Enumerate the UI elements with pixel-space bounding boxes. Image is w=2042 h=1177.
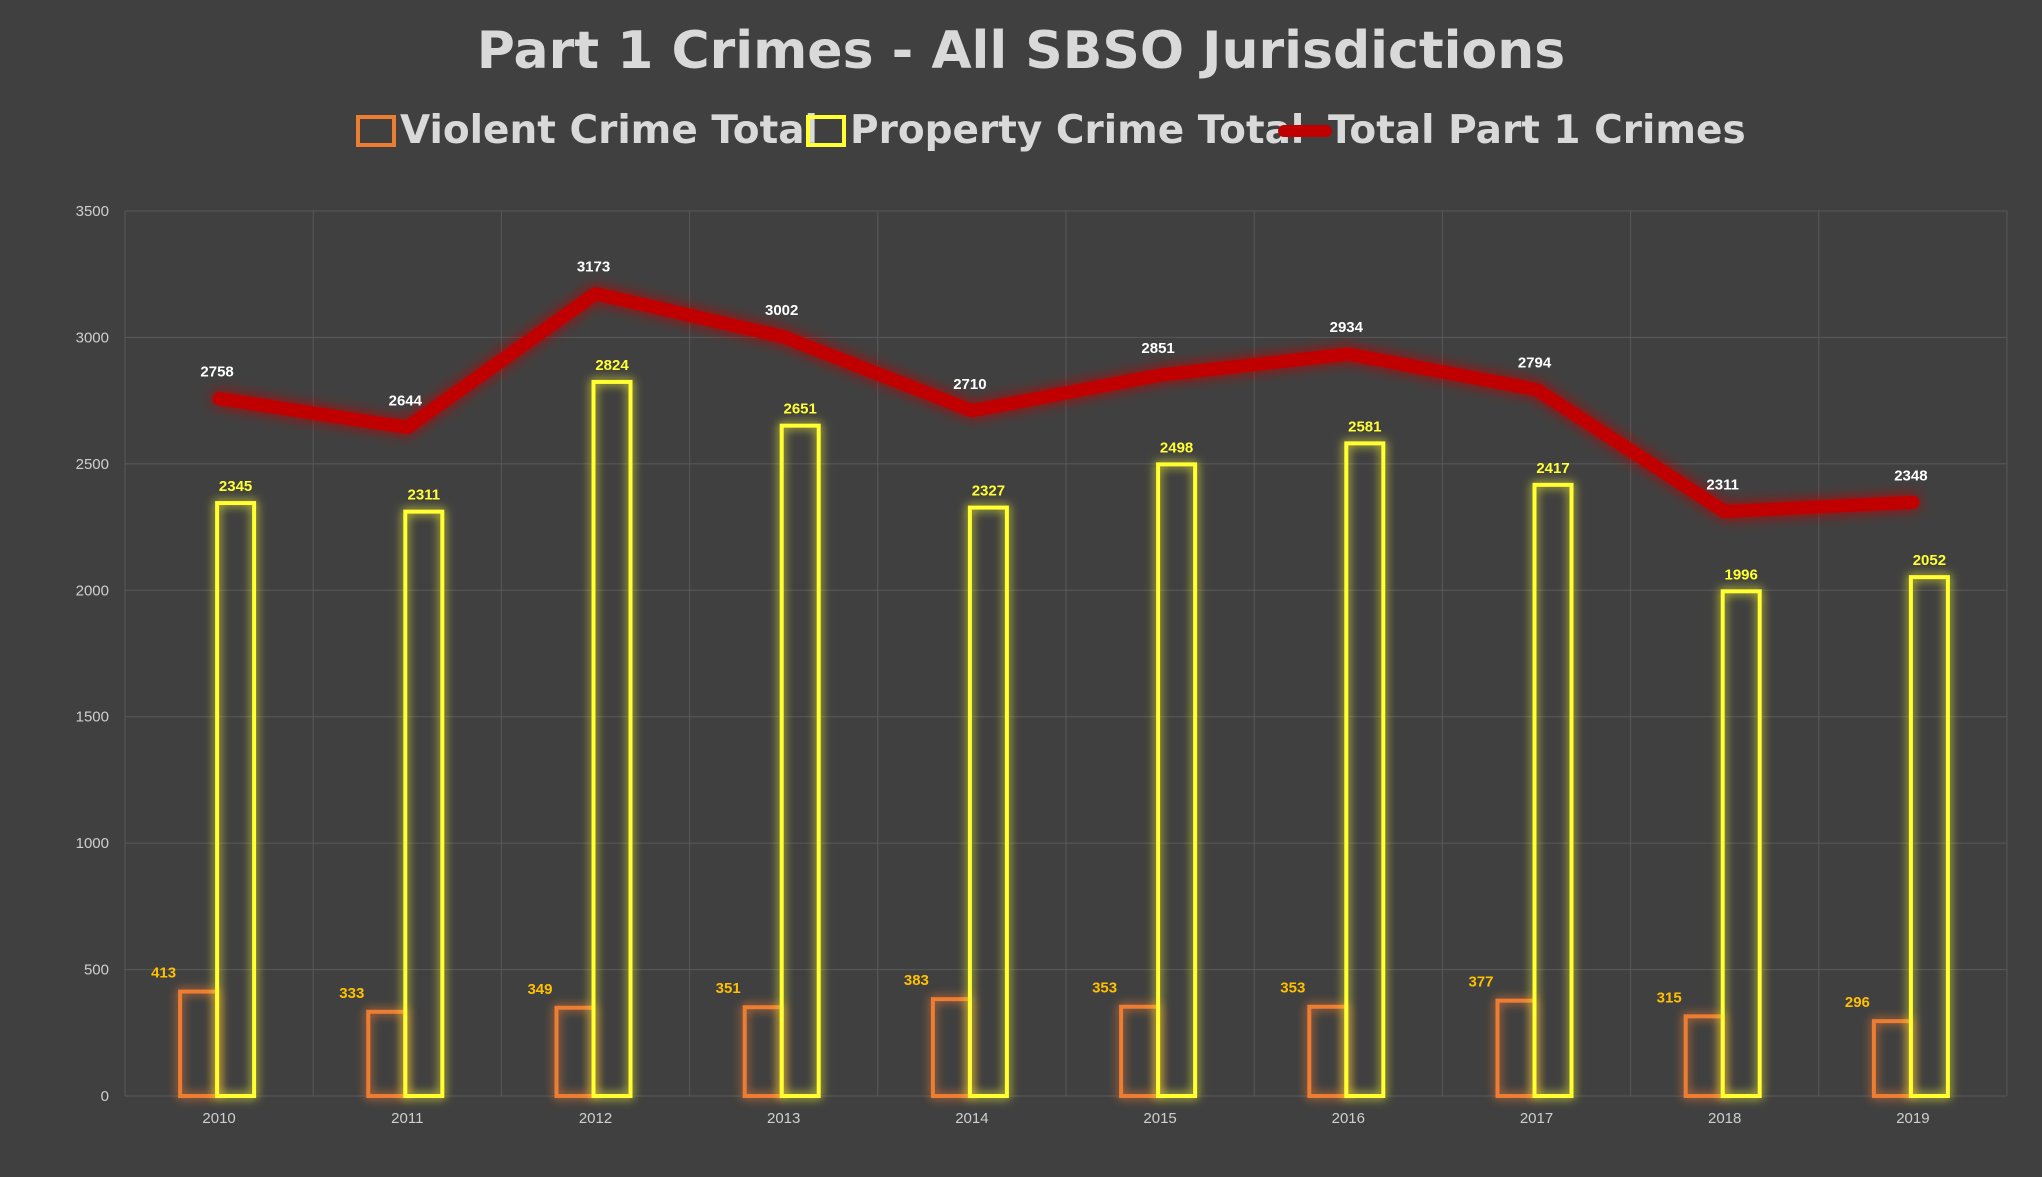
x-tick-label: 2011 [391, 1110, 423, 1127]
data-label-violent: 377 [1468, 974, 1493, 991]
legend-item-property: Property Crime Total [806, 108, 1304, 153]
bar-violent [930, 997, 972, 1098]
data-label-total: 3173 [577, 259, 610, 276]
data-label-property: 2311 [408, 487, 441, 504]
data-label-total: 2644 [389, 392, 423, 409]
bar-property [403, 509, 445, 1098]
bar-property [1720, 589, 1762, 1098]
x-tick-label: 2017 [1520, 1110, 1553, 1127]
y-tick-label: 500 [84, 962, 109, 979]
data-label-violent: 315 [1657, 989, 1682, 1006]
bar-property [591, 379, 633, 1098]
data-label-property: 1996 [1725, 566, 1758, 583]
bar-violent [1871, 1019, 1913, 1099]
data-label-violent: 349 [527, 981, 552, 998]
x-tick-label: 2016 [1332, 1110, 1365, 1127]
y-tick-label: 0 [101, 1088, 109, 1105]
bar-property [215, 501, 257, 1098]
x-tick-label: 2018 [1708, 1110, 1741, 1127]
y-tick-label: 2000 [76, 582, 109, 599]
x-tick-label: 2013 [767, 1110, 800, 1127]
bar-violent [742, 1005, 784, 1098]
data-label-property: 2417 [1536, 460, 1569, 477]
data-label-total: 2851 [1141, 340, 1174, 357]
data-label-property: 2651 [784, 401, 817, 418]
legend-item-total: Total Part 1 Crimes [1278, 108, 1746, 153]
data-label-total: 3002 [765, 302, 798, 319]
data-label-violent: 333 [339, 985, 364, 1002]
bar-violent [178, 989, 220, 1099]
legend-swatch-violent [356, 115, 396, 147]
x-tick-label: 2015 [1143, 1110, 1176, 1127]
data-label-violent: 413 [151, 965, 176, 982]
data-label-violent: 353 [1280, 980, 1305, 997]
data-label-total: 2311 [1706, 477, 1739, 494]
data-label-total: 2710 [953, 376, 986, 393]
legend-label-violent: Violent Crime Total [400, 108, 818, 153]
y-tick-label: 1500 [76, 709, 109, 726]
bar-violent [366, 1009, 408, 1099]
chart-title: Part 1 Crimes - All SBSO Jurisdictions [477, 21, 1565, 81]
legend-label-total: Total Part 1 Crimes [1328, 108, 1746, 153]
y-tick-label: 3500 [76, 203, 109, 220]
bar-property [1532, 482, 1574, 1098]
x-tick-label: 2019 [1896, 1110, 1929, 1127]
x-tick-label: 2010 [202, 1110, 235, 1127]
data-label-property: 2327 [972, 483, 1005, 500]
data-label-violent: 351 [716, 980, 741, 997]
x-tick-label: 2012 [579, 1110, 612, 1127]
data-label-total: 2794 [1518, 355, 1552, 372]
x-tick-label: 2014 [955, 1110, 988, 1127]
bar-violent [1119, 1004, 1161, 1099]
bar-property [1344, 441, 1386, 1098]
plot-area: 0 500 1000 1500 2000 2500 3000 3500 2010 2011 2012… [76, 203, 2008, 1127]
bar-property [1908, 575, 1950, 1098]
data-label-violent: 383 [904, 972, 929, 989]
legend: Violent Crime Total Property Crime Total… [356, 108, 1746, 153]
bar-property [967, 505, 1009, 1098]
data-label-total: 2934 [1330, 319, 1364, 336]
legend-item-violent: Violent Crime Total [356, 108, 818, 153]
data-label-violent: 353 [1092, 980, 1117, 997]
data-label-property: 2498 [1160, 439, 1193, 456]
data-label-violent: 296 [1845, 994, 1870, 1011]
bar-violent [1495, 998, 1537, 1098]
bar-property [779, 423, 821, 1098]
y-tick-label: 3000 [76, 329, 109, 346]
bar-violent [1307, 1004, 1349, 1099]
data-label-property: 2345 [219, 478, 252, 495]
line-total [212, 287, 1920, 519]
data-label-property: 2052 [1913, 552, 1946, 569]
bar-violent [554, 1005, 596, 1099]
y-tick-label: 2500 [76, 456, 109, 473]
data-label-total: 2348 [1894, 467, 1927, 484]
data-label-total: 2758 [200, 364, 233, 381]
bar-violent [1683, 1014, 1725, 1098]
legend-swatch-property [806, 115, 846, 147]
bar-property [1156, 462, 1198, 1098]
data-label-property: 2581 [1348, 418, 1381, 435]
legend-label-property: Property Crime Total [850, 108, 1304, 153]
data-label-property: 2824 [595, 357, 629, 374]
y-tick-label: 1000 [76, 835, 109, 852]
